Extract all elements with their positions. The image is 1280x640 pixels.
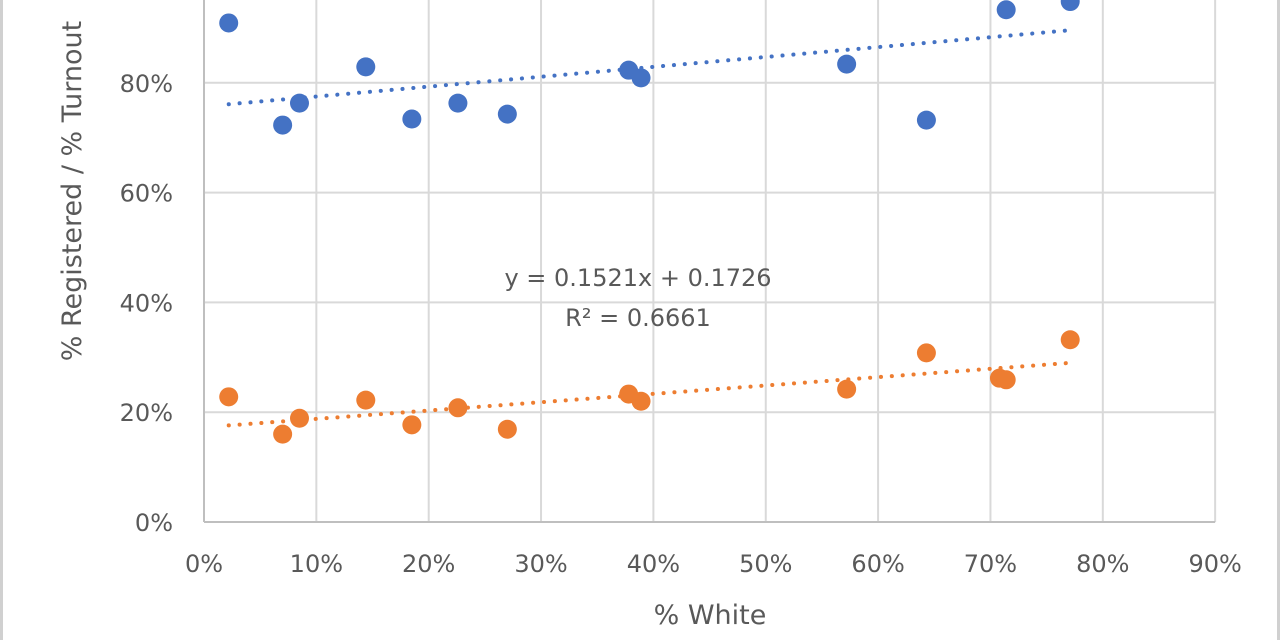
x-tick-label: 50% [739,550,792,578]
data-point-turnout [1060,330,1080,350]
data-point-registered [996,0,1016,20]
y-axis-title: % Registered / % Turnout [57,21,88,362]
y-tick-label: 40% [120,289,173,317]
data-point-registered [916,110,936,130]
trendline-equation: y = 0.1521x + 0.1726 [504,264,771,292]
data-point-registered [402,109,422,129]
data-point-turnout [273,424,293,444]
x-tick-label: 10% [290,550,343,578]
y-tick-labels: 0% 20% 40% 60% 80% [120,70,173,537]
data-point-turnout [289,408,309,428]
data-point-turnout [996,370,1016,390]
axes [203,0,1216,523]
y-tick-label: 80% [120,70,173,98]
trendline-registered [226,28,1073,107]
data-point-registered [219,13,239,33]
data-point-turnout [356,390,376,410]
data-point-turnout [402,415,422,435]
data-point-registered [356,57,376,77]
data-point-registered [273,115,293,135]
data-point-turnout [219,387,239,407]
data-point-registered [497,104,517,124]
x-tick-label: 90% [1188,550,1241,578]
data-point-registered [631,68,651,88]
x-tick-label: 40% [627,550,680,578]
data-point-turnout [631,391,651,411]
y-tick-label: 20% [120,399,173,427]
x-tick-label: 80% [1076,550,1129,578]
data-point-registered [837,54,857,74]
x-tick-labels: 0% 10% 20% 30% 40% 50% 60% 70% 80% 90% [185,550,1242,578]
y-tick-label: 0% [135,509,173,537]
data-point-turnout [448,398,468,418]
data-point-registered [1060,0,1080,12]
x-tick-label: 20% [402,550,455,578]
x-tick-label: 60% [851,550,904,578]
x-axis-title: % White [654,600,767,631]
gridlines [204,0,1217,522]
y-tick-label: 60% [120,180,173,208]
trendline-turnout [226,360,1073,428]
data-point-turnout [837,379,857,399]
trendlines [226,28,1073,428]
data-point-registered [448,93,468,113]
x-tick-label: 70% [964,550,1017,578]
x-tick-label: 0% [185,550,223,578]
x-tick-label: 30% [514,550,567,578]
trendline-r-squared: R² = 0.6661 [565,304,711,332]
scatter-chart: 0% 10% 20% 30% 40% 50% 60% 70% 80% 90% 0% 20% 40% 60… [57,0,1242,631]
data-point-registered [289,93,309,113]
data-points [219,0,1080,444]
data-point-turnout [916,343,936,363]
data-point-turnout [497,419,517,439]
